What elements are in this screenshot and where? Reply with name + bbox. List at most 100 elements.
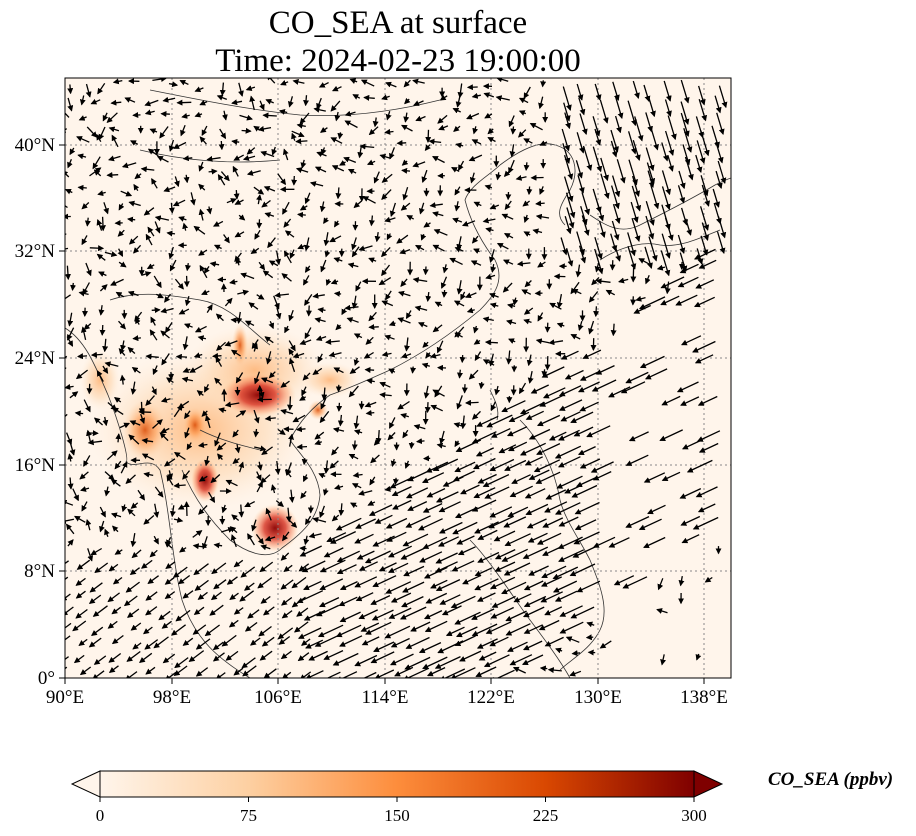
wind-arrow	[96, 253, 106, 261]
wind-arrow	[319, 126, 328, 133]
wind-arrow	[65, 247, 69, 250]
wind-arrow	[372, 117, 379, 128]
wind-arrow	[664, 99, 672, 117]
wind-arrow	[413, 424, 426, 430]
wind-arrow	[168, 81, 179, 88]
wind-arrow	[238, 461, 245, 473]
wind-arrow	[134, 317, 141, 325]
wind-arrow	[659, 429, 683, 442]
wind-arrow	[322, 488, 329, 496]
wind-arrow	[631, 175, 641, 197]
wind-arrow	[664, 130, 675, 156]
wind-arrow	[581, 192, 591, 216]
wind-arrow	[217, 173, 226, 186]
wind-arrow	[487, 137, 496, 143]
wind-arrow	[516, 260, 531, 267]
wind-arrow	[484, 184, 493, 191]
wind-arrow	[454, 246, 464, 253]
wind-arrow	[401, 124, 413, 132]
wind-arrow	[317, 353, 324, 363]
wind-arrow	[111, 134, 119, 148]
wind-arrow	[597, 203, 605, 222]
wind-arrow	[475, 447, 494, 457]
wind-arrow	[108, 126, 120, 133]
wind-arrow	[581, 215, 590, 237]
wind-arrow	[594, 262, 601, 273]
wind-arrow	[256, 293, 265, 300]
wind-arrow	[168, 371, 175, 381]
wind-arrow	[582, 145, 593, 172]
wind-arrow	[368, 311, 377, 322]
wind-arrow	[181, 376, 194, 383]
wind-arrow	[351, 440, 358, 451]
colorbar: 0 75 150 225 300	[70, 770, 724, 825]
wind-arrow	[570, 334, 581, 340]
wind-arrow	[576, 132, 585, 154]
wind-arrow	[137, 489, 145, 501]
wind-arrow	[436, 340, 444, 354]
wind-arrow	[631, 185, 642, 212]
wind-arrow	[507, 441, 528, 452]
wind-arrow	[426, 488, 446, 498]
wind-arrow	[696, 430, 721, 442]
wind-arrow	[206, 304, 213, 313]
wind-arrow	[575, 264, 582, 278]
wind-arrow	[97, 82, 106, 95]
wind-arrow	[473, 487, 496, 499]
wind-arrow	[524, 280, 532, 288]
wind-arrow	[275, 250, 282, 266]
wind-arrow	[453, 470, 475, 482]
wind-arrow	[489, 203, 500, 210]
wind-arrow	[635, 295, 646, 302]
wind-arrow	[344, 110, 356, 117]
wind-arrow	[389, 417, 396, 429]
wind-arrow	[680, 207, 689, 226]
wind-arrow	[231, 514, 240, 522]
wind-arrow	[225, 479, 238, 487]
wind-arrow	[118, 203, 125, 211]
wind-arrow	[647, 170, 655, 188]
wind-arrow	[198, 183, 206, 191]
wind-arrow	[594, 83, 602, 101]
wind-arrow	[197, 335, 207, 342]
wind-arrow	[245, 85, 256, 92]
wind-arrow	[183, 174, 190, 184]
wind-arrow	[477, 473, 497, 484]
wind-arrow	[325, 338, 340, 345]
wind-arrow	[355, 518, 376, 529]
wind-arrow	[325, 278, 332, 286]
wind-arrow	[503, 233, 514, 239]
wind-arrow	[679, 488, 702, 499]
wind-arrow	[143, 207, 155, 216]
wind-arrow	[288, 357, 296, 373]
wind-arrow	[81, 501, 88, 512]
wind-arrow	[246, 147, 256, 155]
wind-arrow	[412, 78, 425, 85]
wind-arrow	[650, 127, 659, 151]
wind-arrow	[65, 413, 68, 422]
wind-arrow	[291, 132, 297, 141]
wind-arrow	[163, 458, 176, 467]
wind-arrow	[230, 349, 241, 357]
wind-arrow	[363, 94, 375, 101]
wind-arrow	[297, 243, 306, 250]
wind-arrow	[364, 366, 375, 373]
wind-arrow	[548, 339, 564, 346]
wind-arrow	[680, 112, 690, 137]
wind-arrow	[476, 415, 499, 427]
wind-arrow	[400, 278, 408, 287]
wind-arrow	[347, 168, 357, 175]
wind-arrow	[700, 175, 709, 197]
wind-arrow	[560, 237, 568, 256]
wind-arrow	[242, 155, 256, 161]
wind-arrow	[461, 220, 476, 227]
wind-arrow	[404, 460, 411, 469]
lat-tick-label: 0°	[38, 668, 55, 689]
wind-arrow	[198, 475, 208, 482]
wind-arrow	[518, 110, 527, 116]
wind-arrow	[353, 333, 363, 339]
wind-arrow	[65, 170, 70, 178]
wind-arrow	[563, 155, 574, 180]
wind-arrow	[441, 290, 448, 298]
wind-arrow	[639, 355, 665, 369]
